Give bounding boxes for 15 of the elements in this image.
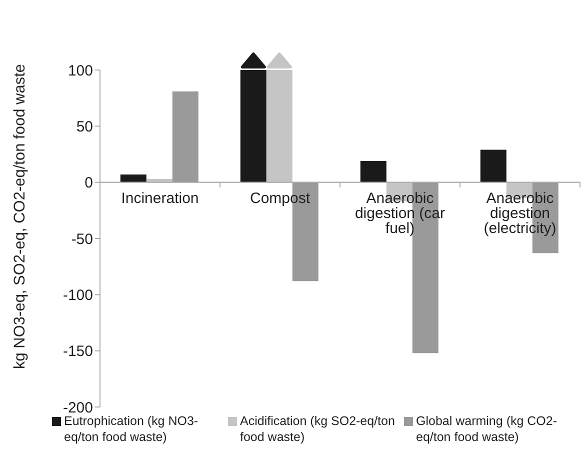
legend-label: Global warming (kg CO2-eq/ton food waste) bbox=[416, 413, 558, 445]
y-tick-label: 50 bbox=[76, 118, 93, 136]
y-tick-label: 100 bbox=[68, 62, 93, 80]
y-axis-title: kg NO3-eq, SO2-eq, CO2-eq/ton food waste bbox=[12, 64, 29, 369]
bar bbox=[480, 150, 506, 182]
y-tick-label: 0 bbox=[84, 174, 93, 192]
x-tick-label: Anaerobic digestion (electricity) bbox=[484, 190, 556, 237]
y-tick-label: -100 bbox=[62, 286, 93, 304]
legend-label: Acidification (kg SO2-eq/ton food waste) bbox=[240, 413, 396, 445]
x-tick-label: Incineration bbox=[121, 190, 199, 207]
bar bbox=[360, 160, 386, 182]
y-tick-label: -150 bbox=[62, 343, 93, 360]
y-tick-label: -50 bbox=[71, 230, 93, 248]
bar bbox=[172, 91, 198, 182]
x-tick-label: Compost bbox=[250, 190, 311, 207]
